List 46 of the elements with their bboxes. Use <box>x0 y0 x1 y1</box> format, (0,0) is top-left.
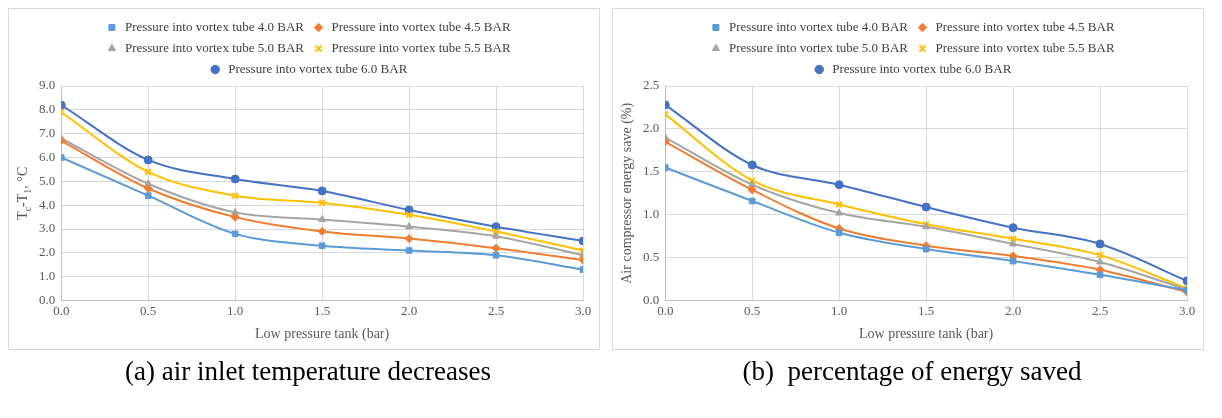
x-tick-label: 3.0 <box>574 302 592 318</box>
x-tick-label: 3.0 <box>1178 302 1196 318</box>
legend-label: Pressure into vortex tube 5.5 BAR <box>935 39 1115 55</box>
y-tick-label: 4.0 <box>39 196 56 212</box>
x-tick-label: 2.0 <box>1004 302 1022 318</box>
x-tick-label: 2.0 <box>400 302 418 318</box>
y-tick-label: 1.0 <box>643 206 660 222</box>
y-tick-label: 5.0 <box>39 172 56 188</box>
y-axis-title: Tc-T1, °C <box>14 166 33 220</box>
x-tick-label: 1.0 <box>227 302 244 318</box>
legend-label: Pressure into vortex tube 5.0 BAR <box>728 39 909 55</box>
x-tick-label: 0.0 <box>657 302 674 318</box>
y-tick-label: 0.0 <box>643 292 660 308</box>
y-tick-label: 1.5 <box>643 163 660 179</box>
legend-label: Pressure into vortex tube 6.0 BAR <box>832 60 1012 76</box>
y-tick-label: 3.0 <box>39 220 56 236</box>
y-tick-label: 0.5 <box>643 249 660 265</box>
x-tick-label: 0.0 <box>53 302 70 318</box>
x-tick-label: 1.5 <box>314 302 331 318</box>
x-tick-label: 2.5 <box>487 302 505 318</box>
x-axis-title: Low pressure tank (bar) <box>859 326 994 343</box>
legend-label: Pressure into vortex tube 4.0 BAR <box>728 18 909 34</box>
y-tick-label: 6.0 <box>39 148 56 164</box>
legend-label: Pressure into vortex tube 4.5 BAR <box>331 18 511 34</box>
y-axis-title: Air compressor energy save (%) <box>618 102 635 284</box>
legend-label: Pressure into vortex tube 6.0 BAR <box>228 60 408 76</box>
x-tick-label: 1.0 <box>831 302 848 318</box>
legend-label: Pressure into vortex tube 4.0 BAR <box>124 18 305 34</box>
y-tick-label: 7.0 <box>39 125 56 141</box>
x-tick-label: 0.5 <box>140 302 157 318</box>
y-tick-label: 0.0 <box>39 292 56 308</box>
y-tick-label: 1.0 <box>39 268 56 284</box>
y-tick-label: 9.0 <box>39 77 56 93</box>
y-tick-label: 8.0 <box>39 101 56 117</box>
y-tick-label: 2.0 <box>643 120 660 136</box>
x-tick-label: 1.5 <box>918 302 935 318</box>
legend-label: Pressure into vortex tube 4.5 BAR <box>935 18 1115 34</box>
x-axis-title: Low pressure tank (bar) <box>255 326 390 343</box>
legend-label: Pressure into vortex tube 5.0 BAR <box>124 39 305 55</box>
text: (b) percentage of energy saved <box>741 356 1083 387</box>
text: (a) air inlet temperature decreases <box>124 356 492 387</box>
legend-label: Pressure into vortex tube 5.5 BAR <box>331 39 511 55</box>
y-tick-label: 2.5 <box>643 77 660 93</box>
y-tick-label: 2.0 <box>39 244 56 260</box>
x-tick-label: 0.5 <box>744 302 761 318</box>
x-tick-label: 2.5 <box>1091 302 1109 318</box>
